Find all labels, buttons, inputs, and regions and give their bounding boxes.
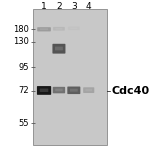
Text: 130: 130 — [13, 37, 28, 46]
FancyBboxPatch shape — [40, 88, 48, 92]
Text: 4: 4 — [86, 2, 92, 11]
FancyBboxPatch shape — [85, 89, 92, 91]
FancyBboxPatch shape — [55, 47, 63, 50]
Bar — [33, 9, 107, 145]
FancyBboxPatch shape — [70, 89, 78, 92]
Text: 95: 95 — [18, 63, 28, 72]
FancyBboxPatch shape — [67, 87, 80, 94]
FancyBboxPatch shape — [53, 87, 65, 93]
Text: 3: 3 — [71, 2, 77, 11]
Text: 55: 55 — [18, 119, 28, 128]
FancyBboxPatch shape — [55, 89, 63, 91]
Text: 2: 2 — [56, 2, 62, 11]
Text: 72: 72 — [18, 86, 28, 95]
FancyBboxPatch shape — [52, 44, 65, 54]
Text: 180: 180 — [13, 25, 28, 34]
FancyBboxPatch shape — [70, 27, 77, 29]
FancyBboxPatch shape — [37, 86, 51, 95]
FancyBboxPatch shape — [40, 28, 48, 30]
FancyBboxPatch shape — [37, 27, 51, 31]
Text: Cdc40: Cdc40 — [111, 86, 149, 96]
Text: 1: 1 — [41, 2, 47, 11]
FancyBboxPatch shape — [55, 28, 62, 30]
FancyBboxPatch shape — [68, 27, 80, 30]
FancyBboxPatch shape — [83, 87, 94, 93]
FancyBboxPatch shape — [53, 27, 65, 31]
